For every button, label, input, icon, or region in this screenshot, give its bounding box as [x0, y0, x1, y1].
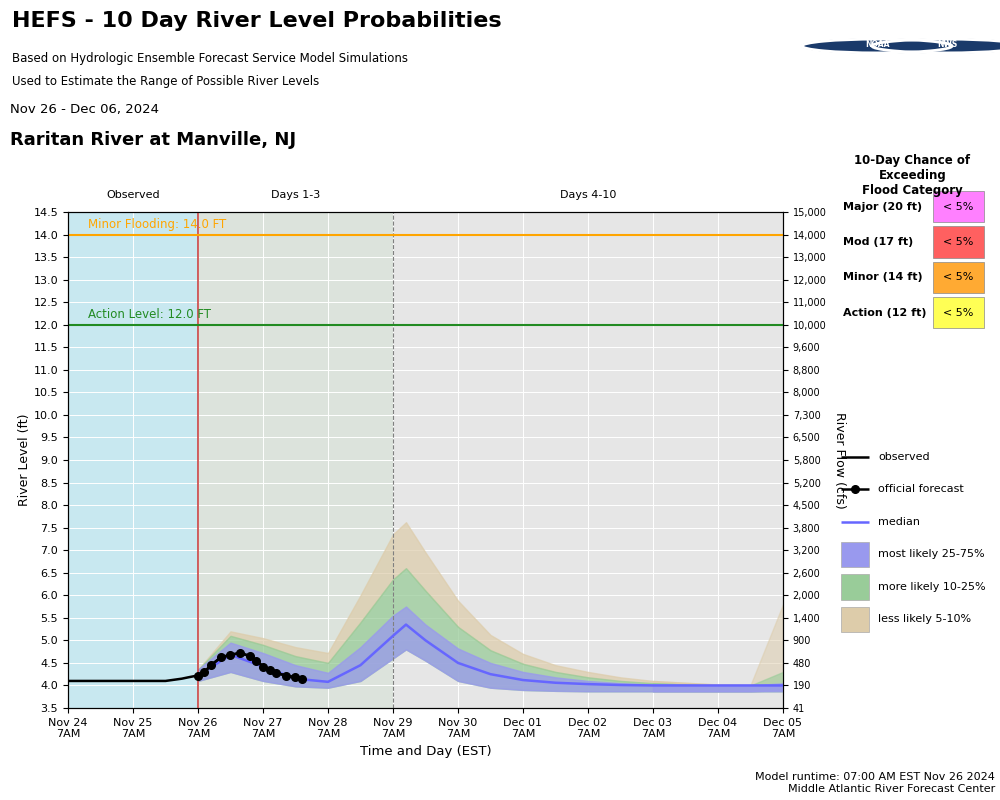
- Bar: [68, 212, 198, 708]
- X-axis label: Time and Day (EST): Time and Day (EST): [360, 745, 491, 758]
- Text: observed: observed: [878, 452, 930, 462]
- Text: Observed: Observed: [106, 190, 160, 200]
- FancyBboxPatch shape: [841, 542, 869, 567]
- FancyBboxPatch shape: [933, 191, 984, 222]
- Text: < 5%: < 5%: [943, 272, 973, 282]
- Bar: [393, 212, 783, 708]
- Text: median: median: [878, 517, 920, 527]
- Text: official forecast: official forecast: [878, 485, 964, 494]
- Text: Model runtime: 07:00 AM EST Nov 26 2024
Middle Atlantic River Forecast Center: Model runtime: 07:00 AM EST Nov 26 2024 …: [755, 772, 995, 794]
- Text: Minor (14 ft): Minor (14 ft): [843, 272, 922, 282]
- Text: NOAA: NOAA: [865, 40, 889, 49]
- Text: < 5%: < 5%: [943, 307, 973, 318]
- Text: Action Level: 12.0 FT: Action Level: 12.0 FT: [88, 308, 210, 321]
- Y-axis label: River Flow (cfs): River Flow (cfs): [833, 412, 846, 508]
- Y-axis label: River Level (ft): River Level (ft): [18, 414, 31, 506]
- Text: Nov 26 - Dec 06, 2024: Nov 26 - Dec 06, 2024: [10, 102, 159, 116]
- FancyBboxPatch shape: [933, 262, 984, 293]
- Text: NWS: NWS: [937, 40, 957, 49]
- Text: less likely 5-10%: less likely 5-10%: [878, 614, 972, 624]
- Text: Days 1-3: Days 1-3: [271, 190, 320, 200]
- FancyBboxPatch shape: [841, 574, 869, 600]
- Text: more likely 10-25%: more likely 10-25%: [878, 582, 986, 592]
- Circle shape: [802, 39, 952, 53]
- Text: Action (12 ft): Action (12 ft): [843, 307, 926, 318]
- Circle shape: [872, 39, 1000, 53]
- FancyBboxPatch shape: [933, 226, 984, 258]
- Text: Days 4-10: Days 4-10: [560, 190, 616, 200]
- Text: most likely 25-75%: most likely 25-75%: [878, 550, 985, 559]
- Text: Mod (17 ft): Mod (17 ft): [843, 237, 913, 247]
- Text: < 5%: < 5%: [943, 237, 973, 247]
- Bar: [198, 212, 393, 708]
- Text: 10-Day Chance of
Exceeding
Flood Category: 10-Day Chance of Exceeding Flood Categor…: [854, 154, 971, 197]
- Text: Based on Hydrologic Ensemble Forecast Service Model Simulations: Based on Hydrologic Ensemble Forecast Se…: [12, 51, 408, 65]
- Text: Used to Estimate the Range of Possible River Levels: Used to Estimate the Range of Possible R…: [12, 75, 319, 89]
- Text: Minor Flooding: 14.0 FT: Minor Flooding: 14.0 FT: [88, 218, 226, 231]
- Text: HEFS - 10 Day River Level Probabilities: HEFS - 10 Day River Level Probabilities: [12, 11, 502, 31]
- Text: Major (20 ft): Major (20 ft): [843, 202, 922, 212]
- FancyBboxPatch shape: [933, 297, 984, 328]
- Text: Raritan River at Manville, NJ: Raritan River at Manville, NJ: [10, 131, 296, 149]
- Text: < 5%: < 5%: [943, 202, 973, 212]
- FancyBboxPatch shape: [841, 606, 869, 632]
